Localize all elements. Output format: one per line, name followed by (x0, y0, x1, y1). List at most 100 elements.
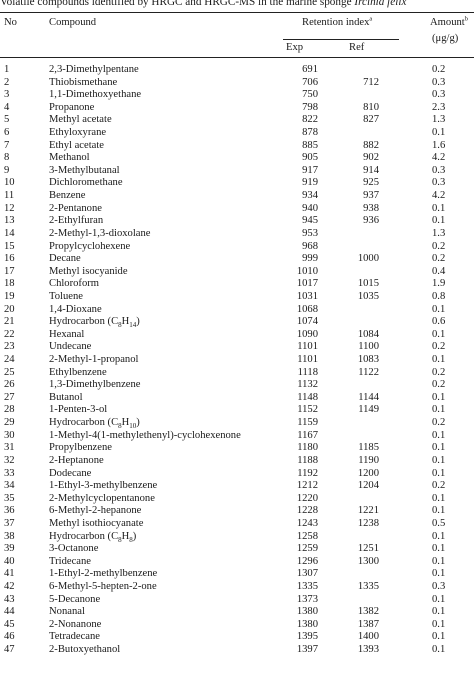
row-number: 27 (4, 391, 15, 403)
retention-exp: 1192 (297, 467, 318, 479)
table-row: 26 1,3-Dimethylbenzene 1132 0.2 (0, 379, 474, 392)
retention-exp: 1167 (297, 429, 318, 441)
table-row: 36 6-Methyl-2-hepanone 1228 1221 0.1 (0, 505, 474, 518)
compound-name: Propylcyclohexene (49, 240, 131, 252)
table-row: 12 2-Pentanone 940 938 0.1 (0, 203, 474, 216)
table-row: 29 Hydrocarbon (C8H10) 1159 0.2 (0, 417, 474, 430)
header-retention-index-label: Retention index (302, 17, 370, 28)
retention-exp: 1243 (296, 517, 318, 529)
header-amount: Amountb (430, 16, 468, 29)
table-row: 25 Ethylbenzene 1118 1122 0.2 (0, 367, 474, 380)
compound-name: 1,3-Dimethylbenzene (49, 379, 141, 391)
amount-value: 0.1 (432, 354, 446, 366)
retention-ref: 936 (363, 215, 379, 227)
amount-value: 0.1 (432, 429, 446, 441)
retention-ref: 1084 (357, 328, 379, 340)
table-row: 1 2,3-Dimethylpentane 691 0.2 (0, 64, 474, 77)
table-row: 10 Dichloromethane 919 925 0.3 (0, 177, 474, 190)
table-row: 39 3-Octanone 1259 1251 0.1 (0, 543, 474, 556)
table-row: 30 1-Methyl-4(1-methylethenyl)-cyclohexen… (0, 430, 474, 443)
row-number: 22 (4, 328, 15, 340)
row-number: 1 (4, 64, 10, 75)
row-number: 21 (4, 316, 15, 328)
retention-exp: 691 (302, 64, 318, 75)
table-caption: Volatile compounds identified by HRGC an… (0, 0, 474, 9)
retention-ref: 1300 (357, 555, 379, 567)
compound-name: Ethyl acetate (49, 139, 104, 151)
table-row: 43 5-Decanone 1373 0.1 (0, 594, 474, 607)
amount-value: 1.3 (432, 227, 446, 239)
retention-ref: 1393 (357, 644, 379, 656)
retention-exp: 1118 (297, 366, 318, 378)
retention-ref: 1015 (357, 278, 379, 290)
amount-value: 0.2 (432, 480, 446, 492)
header-exp: Exp (286, 42, 304, 53)
amount-value: 1.3 (432, 114, 446, 126)
header-ref: Ref (349, 42, 365, 53)
retention-exp: 1101 (297, 354, 318, 366)
retention-exp: 1017 (296, 278, 318, 290)
retention-exp: 1010 (296, 265, 318, 277)
compound-name-part: H (121, 530, 130, 542)
compound-name: 2-Methyl-1-propanol (49, 354, 139, 366)
compound-name: 1-Penten-3-ol (49, 404, 108, 416)
row-number: 7 (4, 139, 10, 151)
retention-ref: 1204 (357, 480, 379, 492)
retention-exp: 1220 (296, 492, 318, 504)
row-number: 2 (4, 76, 10, 88)
amount-value: 0.1 (432, 505, 446, 517)
amount-value: 0.5 (432, 517, 446, 529)
compound-name-part: ) (132, 530, 137, 542)
compound-name: 2-Methylcyclopentanone (49, 492, 155, 504)
retention-exp: 1188 (297, 454, 318, 466)
row-number: 9 (4, 164, 10, 176)
compound-name: Chloroform (49, 278, 100, 290)
retention-exp: 1259 (296, 543, 318, 555)
header-compound: Compound (49, 17, 97, 28)
table-row: 40 Tridecane 1296 1300 0.1 (0, 556, 474, 569)
amount-value: 0.1 (432, 404, 446, 416)
compound-name-part: Hydrocarbon (C (49, 417, 119, 429)
compound-name: 2,3-Dimethylpentane (49, 64, 139, 75)
amount-value: 0.1 (432, 391, 446, 403)
amount-value: 0.1 (432, 467, 446, 479)
compound-name-part: ) (136, 316, 140, 328)
row-number: 8 (4, 152, 10, 164)
retention-ref: 1221 (357, 505, 379, 517)
retention-ref: 1382 (357, 606, 379, 618)
table-row: 34 1-Ethyl-3-methylbenzene 1212 1204 0.2 (0, 480, 474, 493)
table-row: 38 Hydrocarbon (C8H8) 1258 0.1 (0, 531, 474, 544)
table-row: 5 Methyl acetate 822 827 1.3 (0, 114, 474, 127)
retention-exp: 1068 (296, 303, 318, 315)
compound-name: 5-Decanone (49, 593, 101, 605)
row-number: 26 (4, 379, 15, 391)
amount-value: 0.1 (432, 454, 446, 466)
compound-name: Propylbenzene (49, 442, 112, 454)
retention-exp: 1335 (296, 580, 318, 592)
table-row: 17 Methyl isocyanide 1010 0.4 (0, 266, 474, 279)
table-row: 9 3-Methylbutanal 917 914 0.3 (0, 165, 474, 178)
table-row: 37 Methyl isothiocyanate 1243 1238 0.5 (0, 518, 474, 531)
retention-exp: 1132 (297, 379, 318, 391)
compound-name: Hexanal (49, 328, 85, 340)
table-row: 47 2-Butoxyethanol 1397 1393 0.1 (0, 644, 474, 657)
amount-value: 0.8 (432, 290, 446, 302)
compound-name: 1-Ethyl-2-methylbenzene (49, 568, 158, 580)
compound-name: Nonanal (49, 606, 85, 618)
amount-value: 0.1 (432, 442, 446, 454)
compound-name: Decane (49, 253, 81, 265)
compound-name: 2-Butoxyethanol (49, 644, 121, 656)
amount-value: 0.1 (432, 530, 446, 542)
retention-exp: 878 (302, 127, 318, 139)
retention-exp: 1101 (297, 341, 318, 353)
table-row: 35 2-Methylcyclopentanone 1220 0.1 (0, 493, 474, 506)
row-number: 17 (4, 265, 15, 277)
compound-name: Dodecane (49, 467, 92, 479)
amount-value: 0.2 (432, 379, 446, 391)
compound-name: Ethylbenzene (49, 366, 107, 378)
retention-exp: 917 (302, 164, 318, 176)
table-body: 1 2,3-Dimethylpentane 691 0.2 2 Thiobismethan… (0, 64, 474, 657)
table-row: 7 Ethyl acetate 885 882 1.6 (0, 140, 474, 153)
row-number: 42 (4, 580, 15, 592)
table-row: 32 2-Heptanone 1188 1190 0.1 (0, 455, 474, 468)
